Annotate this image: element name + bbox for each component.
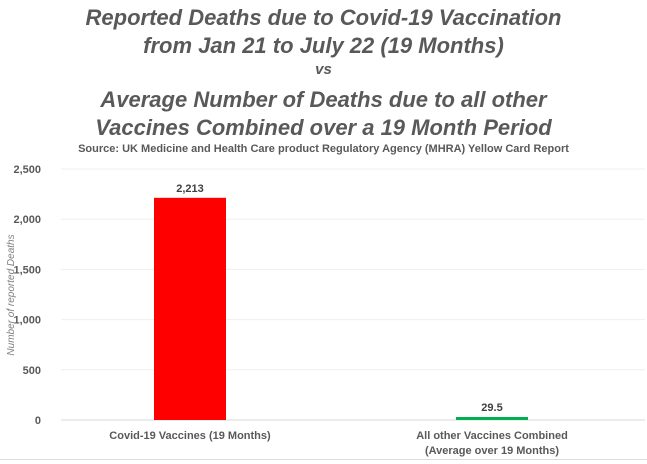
title-line-vs: vs bbox=[315, 61, 332, 78]
y-axis-label: Number of reported Deaths bbox=[6, 234, 17, 355]
chart-subtitle: Source: UK Medicine and Health Care prod… bbox=[78, 143, 569, 155]
y-tick-label: 1,000 bbox=[13, 315, 41, 327]
bar bbox=[154, 197, 226, 420]
x-tick-label: (Average over 19 Months) bbox=[425, 445, 559, 457]
y-tick-label: 2,500 bbox=[13, 164, 41, 176]
x-tick-label: All other Vaccines Combined bbox=[416, 430, 568, 442]
data-label: 29.5 bbox=[481, 402, 502, 414]
y-tick-label: 1,500 bbox=[13, 264, 41, 276]
y-tick-label: 0 bbox=[35, 415, 41, 427]
bar bbox=[456, 417, 528, 420]
title-line-2: from Jan 21 to July 22 (19 Months) bbox=[143, 33, 504, 58]
title-line-4: Vaccines Combined over a 19 Month Period bbox=[95, 115, 552, 140]
title-line-1: Reported Deaths due to Covid-19 Vaccinat… bbox=[85, 5, 562, 30]
y-tick-label: 2,000 bbox=[13, 214, 41, 226]
data-label: 2,213 bbox=[176, 183, 204, 195]
title-line-3: Average Number of Deaths due to all othe… bbox=[100, 87, 547, 112]
y-tick-label: 500 bbox=[23, 365, 41, 377]
x-tick-label: Covid-19 Vaccines (19 Months) bbox=[109, 430, 271, 442]
divider bbox=[0, 459, 647, 460]
